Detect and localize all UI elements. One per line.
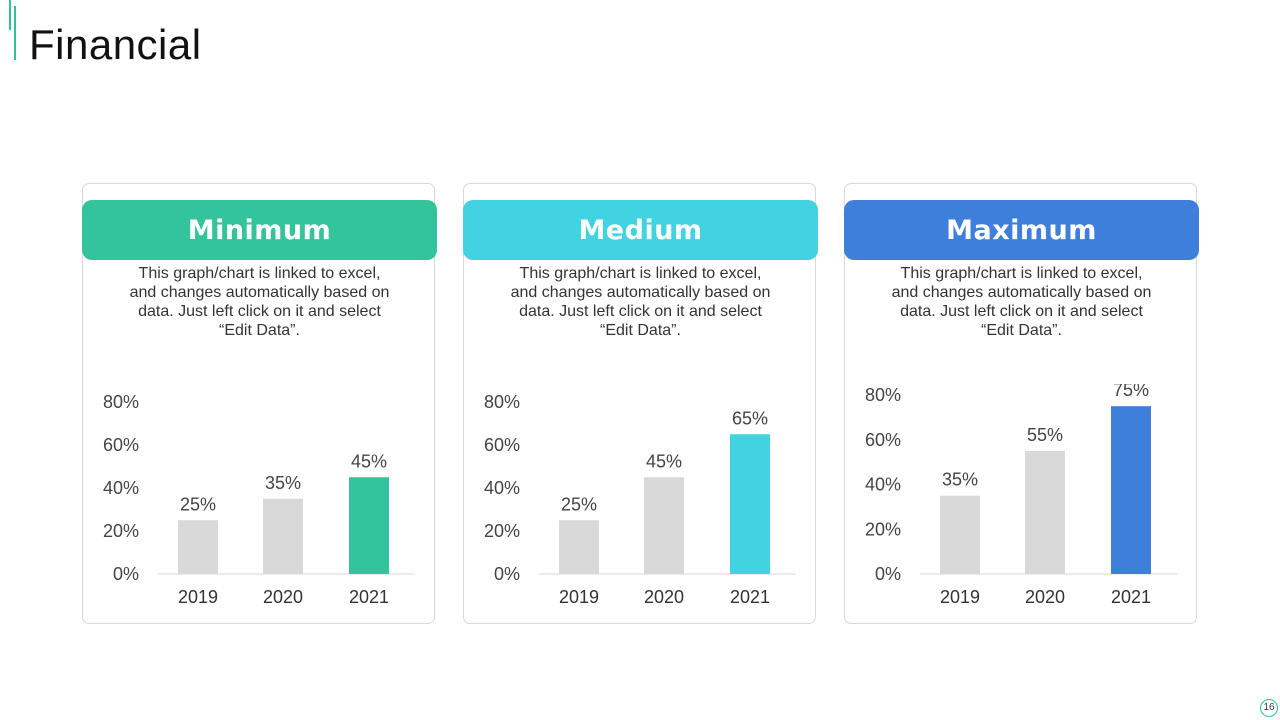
data-label: 55% bbox=[1027, 425, 1063, 445]
card-description: This graph/chart is linked to excel, and… bbox=[129, 265, 390, 339]
bar bbox=[940, 495, 980, 574]
page-number: 16 bbox=[1260, 699, 1278, 717]
data-label: 65% bbox=[732, 408, 768, 428]
card-description: This graph/chart is linked to excel, and… bbox=[891, 265, 1152, 339]
y-tick-label: 20% bbox=[103, 521, 139, 541]
bar-chart-medium: 0% 20% 40% 60% 80% 25% 2019 45% 2020 65% 2021 bbox=[484, 392, 796, 607]
card-medium: Medium This graph/chart is linked to exc… bbox=[463, 183, 818, 624]
y-tick-label: 40% bbox=[865, 475, 901, 495]
card-header: Minimum bbox=[82, 200, 437, 260]
y-tick-label: 60% bbox=[103, 435, 139, 455]
card-header: Maximum bbox=[844, 200, 1199, 260]
data-label: 25% bbox=[561, 494, 597, 514]
x-tick-label: 2021 bbox=[349, 587, 389, 607]
data-label: 45% bbox=[646, 451, 682, 471]
card-title: Minimum bbox=[187, 214, 332, 246]
bar bbox=[349, 477, 389, 574]
y-tick-label: 0% bbox=[494, 564, 520, 584]
x-tick-label: 2021 bbox=[730, 587, 770, 607]
title-accent-line bbox=[9, 0, 11, 30]
data-label: 25% bbox=[180, 494, 216, 514]
x-tick-label: 2020 bbox=[1025, 587, 1065, 607]
data-label: 35% bbox=[265, 473, 301, 493]
y-tick-label: 40% bbox=[484, 478, 520, 498]
bar bbox=[1111, 406, 1151, 574]
x-tick-label: 2021 bbox=[1111, 587, 1151, 607]
bar-chart-maximum: 0% 20% 40% 60% 80% 35% 2019 55% 2020 75% 2021 bbox=[865, 384, 1177, 607]
data-label: 75% bbox=[1113, 384, 1149, 400]
title-accent-line bbox=[14, 6, 16, 60]
bar-chart-minimum: 0% 20% 40% 60% 80% 25% 2019 35% 2020 45% 2021 bbox=[103, 392, 415, 607]
bar bbox=[263, 498, 303, 574]
y-tick-label: 80% bbox=[484, 392, 520, 412]
y-tick-label: 40% bbox=[103, 478, 139, 498]
card-maximum: Maximum This graph/chart is linked to ex… bbox=[844, 183, 1199, 624]
card-title: Medium bbox=[578, 214, 703, 246]
y-tick-label: 80% bbox=[865, 385, 901, 405]
x-tick-label: 2020 bbox=[644, 587, 684, 607]
y-tick-label: 20% bbox=[865, 519, 901, 539]
data-label: 35% bbox=[942, 470, 978, 490]
bar bbox=[178, 520, 218, 574]
y-tick-label: 0% bbox=[875, 564, 901, 584]
data-label: 45% bbox=[351, 451, 387, 471]
y-tick-label: 60% bbox=[484, 435, 520, 455]
card-minimum: Minimum This graph/chart is linked to ex… bbox=[82, 183, 437, 624]
y-tick-label: 20% bbox=[484, 521, 520, 541]
card-title: Maximum bbox=[946, 214, 1097, 246]
x-tick-label: 2019 bbox=[178, 587, 218, 607]
bar bbox=[559, 520, 599, 574]
bar bbox=[644, 477, 684, 574]
bar bbox=[1025, 450, 1065, 574]
card-description: This graph/chart is linked to excel, and… bbox=[510, 265, 771, 339]
x-tick-label: 2020 bbox=[263, 587, 303, 607]
x-tick-label: 2019 bbox=[940, 587, 980, 607]
y-tick-label: 60% bbox=[865, 430, 901, 450]
y-tick-label: 0% bbox=[113, 564, 139, 584]
page-title: Financial bbox=[29, 21, 202, 68]
x-tick-label: 2019 bbox=[559, 587, 599, 607]
bar bbox=[730, 434, 770, 574]
card-header: Medium bbox=[463, 200, 818, 260]
y-tick-label: 80% bbox=[103, 392, 139, 412]
